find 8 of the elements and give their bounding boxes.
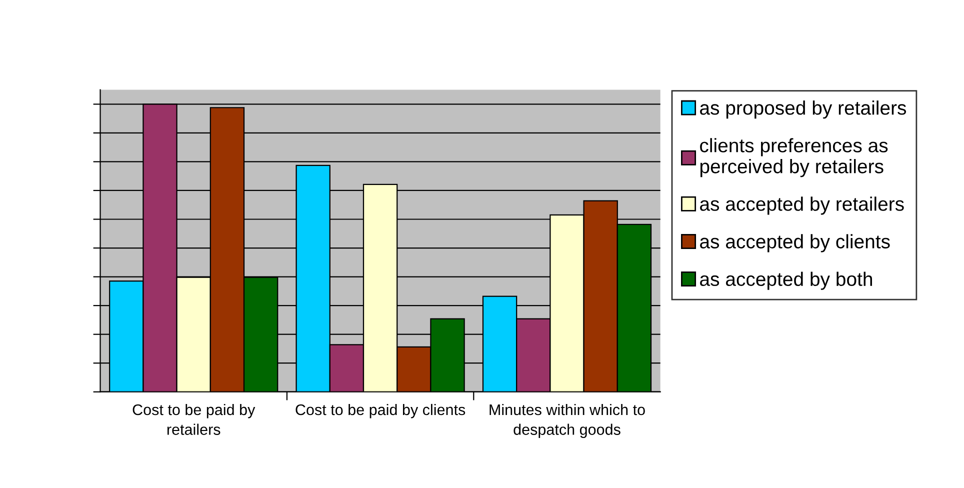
x-tick-label: Cost to be paid by clients	[296, 404, 466, 418]
legend-label: as proposed by retailers	[700, 100, 906, 119]
legend-label: as accepted by clients	[700, 234, 890, 252]
x-tick-label: Minutes within which to despatch goods	[490, 404, 645, 438]
legend-label: as accepted by retailers	[700, 196, 904, 215]
legend-label: as accepted by both	[700, 272, 872, 290]
legend-label: clients preferences as perceived by retailers	[700, 138, 888, 178]
x-tick-label: Cost to be paid by retailers	[132, 404, 256, 435]
